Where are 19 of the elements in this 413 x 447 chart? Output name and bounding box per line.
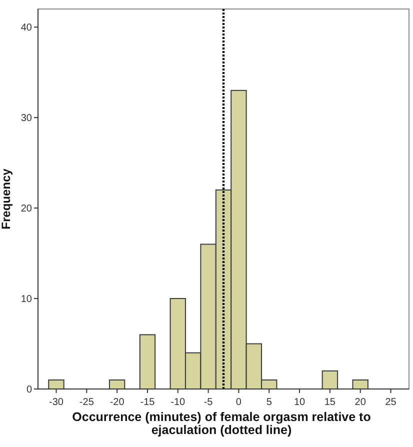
x-tick-label: -15 [140, 397, 156, 408]
y-tick-label: 20 [20, 204, 32, 215]
x-tick-label: -5 [204, 397, 214, 408]
y-tick-label: 40 [20, 22, 32, 34]
x-tick-label: 25 [385, 397, 397, 408]
x-tick-label: 0 [236, 397, 242, 408]
x-tick-label: 5 [266, 397, 272, 408]
x-tick-label: -10 [170, 397, 186, 408]
x-tick-label: -20 [110, 397, 125, 408]
y-axis-title: Frequency [0, 168, 13, 230]
x-tick-label: 10 [294, 397, 306, 408]
y-tick-label: 0 [26, 384, 32, 396]
x-tick-label: -25 [79, 397, 94, 408]
x-tick-label: 15 [324, 397, 336, 408]
x-axis-title: Occurrence (minutes) of female orgasm relative to ejaculation (dotted line) [71, 410, 372, 437]
y-tick-label: 10 [20, 294, 32, 306]
y-tick-label: 30 [20, 113, 32, 124]
x-tick-label: -30 [49, 397, 64, 408]
x-tick-label: 20 [354, 397, 366, 408]
